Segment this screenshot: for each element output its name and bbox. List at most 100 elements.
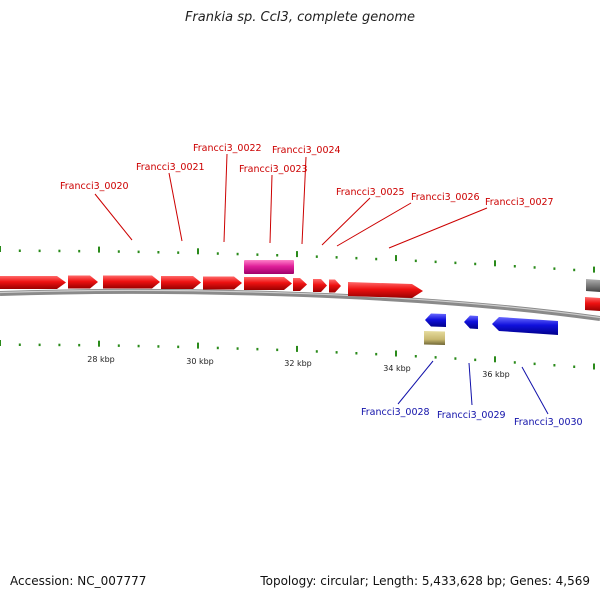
gene-label[interactable]: Francci3_0025: [336, 187, 405, 198]
gene-label[interactable]: Francci3_0022: [193, 143, 262, 154]
minor-tick: [553, 364, 556, 367]
gene-label[interactable]: Francci3_0030: [514, 417, 583, 428]
gene-label[interactable]: Francci3_0026: [411, 192, 480, 203]
label-leader: [94, 193, 133, 241]
forward-gene-arrow[interactable]: [293, 278, 307, 291]
major-tick: [296, 251, 298, 258]
minor-tick: [18, 343, 21, 346]
reverse-gene-arrow[interactable]: [464, 315, 478, 330]
gene-label[interactable]: Francci3_0021: [136, 162, 205, 173]
accession-label: Accession:: [10, 574, 74, 588]
rna-gene-box[interactable]: [244, 260, 294, 274]
forward-gene-labels: Francci3_0020 Francci3_0021 Francci3_002…: [60, 143, 554, 208]
genes-label: Genes:: [509, 574, 552, 588]
minor-tick: [117, 344, 120, 347]
minor-tick: [454, 261, 457, 265]
gene-label[interactable]: Francci3_0020: [60, 181, 129, 192]
minor-tick: [18, 249, 21, 252]
minor-tick: [256, 253, 259, 256]
reverse-gene-arrow[interactable]: [492, 317, 558, 335]
minor-tick: [315, 350, 318, 353]
gene-label[interactable]: Francci3_0024: [272, 145, 341, 156]
gene-label[interactable]: Francci3_0028: [361, 407, 430, 418]
forward-gene-arrow[interactable]: [0, 276, 66, 289]
major-tick: [98, 340, 100, 347]
gene-label[interactable]: Francci3_0023: [239, 164, 308, 175]
label-leader: [521, 366, 549, 415]
scale-label: 28 kbp: [87, 355, 115, 364]
reverse-strand-genes: [424, 313, 558, 345]
forward-gene-arrow[interactable]: [348, 282, 423, 298]
label-leader: [321, 197, 371, 246]
minor-tick: [236, 252, 239, 256]
forward-gene-arrow[interactable]: [68, 275, 98, 289]
genome-backbone: [0, 288, 600, 321]
misc-feature-box[interactable]: [424, 331, 445, 345]
major-tick: [494, 260, 496, 267]
minor-tick: [414, 259, 417, 263]
minor-tick: [78, 343, 81, 347]
reverse-gene-labels: Francci3_0028 Francci3_0029 Francci3_003…: [361, 407, 583, 428]
label-leader: [301, 156, 307, 245]
label-leader: [468, 362, 473, 406]
minor-tick: [335, 351, 338, 354]
minor-tick: [38, 249, 41, 253]
major-tick: [395, 255, 397, 262]
scale-label: 36 kbp: [482, 370, 510, 379]
minor-tick: [474, 358, 477, 362]
forward-gene-arrow[interactable]: [203, 276, 242, 290]
genome-info-footer: Accession: NC_007777 Topology: circular;…: [10, 574, 590, 588]
major-tick: [494, 356, 496, 363]
minor-tick: [276, 348, 279, 352]
major-tick: [0, 340, 1, 346]
label-leader: [223, 153, 228, 243]
minor-tick: [513, 361, 516, 364]
minor-tick: [58, 249, 61, 253]
label-leader: [388, 207, 488, 249]
minor-tick: [276, 254, 279, 257]
topology-value: circular: [320, 574, 365, 588]
label-leader: [168, 172, 183, 242]
forward-strand-genes: [0, 260, 600, 311]
minor-tick: [157, 251, 160, 254]
gene-label[interactable]: Francci3_0029: [437, 410, 506, 421]
minor-tick: [513, 265, 516, 268]
label-leader: [269, 174, 273, 244]
major-tick: [296, 345, 298, 352]
minor-tick: [216, 346, 219, 350]
genome-backbone-highlight: [0, 289, 600, 319]
major-tick: [197, 342, 199, 349]
forward-gene-arrow[interactable]: [313, 279, 327, 292]
topology-label: Topology:: [260, 574, 317, 588]
length-label: Length:: [372, 574, 419, 588]
forward-gene-arrow[interactable]: [103, 275, 160, 289]
scale-label: 30 kbp: [186, 357, 214, 366]
minor-tick: [434, 260, 437, 264]
label-leader: [336, 202, 412, 247]
minor-tick: [177, 345, 180, 349]
minor-tick: [434, 356, 437, 359]
forward-gene-arrow[interactable]: [585, 297, 600, 311]
minor-tick: [177, 251, 180, 254]
minor-tick: [573, 365, 576, 368]
minor-tick: [375, 257, 378, 261]
reverse-gene-arrow[interactable]: [425, 313, 446, 328]
scale-label: 34 kbp: [383, 364, 411, 373]
forward-label-leaders: [94, 153, 488, 249]
minor-tick: [157, 345, 160, 348]
scale-label: 32 kbp: [284, 359, 312, 368]
forward-gene-arrow[interactable]: [329, 279, 341, 293]
partial-gene-box[interactable]: [586, 279, 600, 292]
minor-tick: [573, 268, 576, 272]
major-tick: [395, 350, 397, 357]
label-leader: [397, 360, 434, 405]
minor-tick: [355, 256, 358, 260]
genome-stats: Topology: circular; Length: 5,433,628 bp…: [260, 574, 590, 588]
gene-label[interactable]: Francci3_0027: [485, 197, 554, 208]
minor-tick: [533, 362, 536, 366]
forward-gene-arrow[interactable]: [161, 276, 201, 289]
forward-gene-arrow[interactable]: [244, 277, 292, 290]
minor-tick: [315, 255, 318, 258]
genes-value: 4,569: [555, 574, 590, 588]
minor-tick: [335, 256, 338, 259]
